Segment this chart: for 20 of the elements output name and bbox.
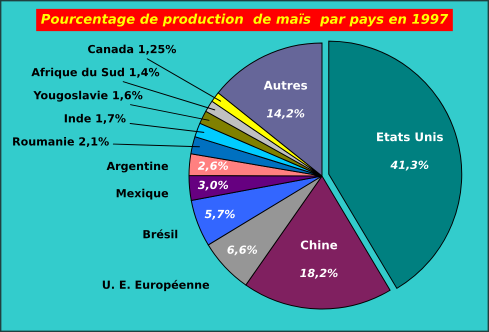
- slice-label: Brésil: [143, 229, 178, 238]
- slice-label: Canada 1,25%: [88, 44, 176, 55]
- slice-label: Mexique: [116, 188, 168, 200]
- data-label: 2,6%: [198, 161, 228, 172]
- chart-title: Pourcentage de production de maïs par pays en 1997: [41, 13, 448, 27]
- data-label: 5,7%: [204, 210, 235, 220]
- slice-label: Chine: [300, 240, 338, 250]
- data-label: 3,0%: [198, 180, 228, 191]
- slice-label: Yougoslavie 1,6%: [33, 90, 142, 102]
- slice-label: Roumanie 2,1%: [13, 137, 109, 148]
- slice-label: Etats Unis: [377, 132, 443, 142]
- data-label: 6,6%: [227, 245, 258, 256]
- slice-label: U. E. Européenne: [102, 280, 210, 292]
- slice-label: Argentine: [106, 162, 168, 172]
- data-label: 18,2%: [300, 268, 338, 279]
- slice-label: Afrique du Sud 1,4%: [31, 68, 160, 78]
- data-label: 41,3%: [390, 160, 428, 170]
- slice-label: Inde 1,7%: [64, 114, 126, 124]
- slice-label: Autres: [264, 80, 308, 90]
- data-label: 14,2%: [266, 109, 304, 119]
